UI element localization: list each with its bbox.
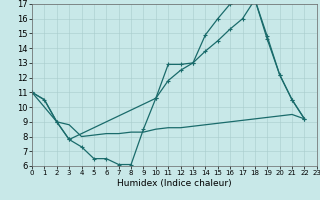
X-axis label: Humidex (Indice chaleur): Humidex (Indice chaleur) [117, 179, 232, 188]
